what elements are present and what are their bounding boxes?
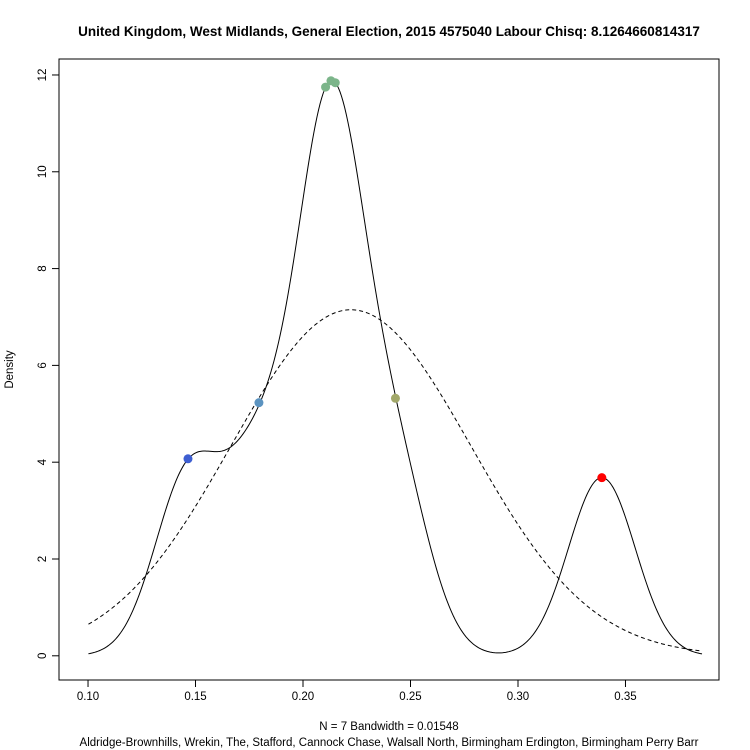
x-tick-label: 0.25	[399, 691, 421, 703]
data-point	[390, 393, 400, 403]
y-tick-label: 6	[37, 362, 49, 368]
data-point	[254, 398, 264, 408]
x-tick-label: 0.30	[507, 691, 529, 703]
data-point	[597, 473, 607, 483]
series-layer	[88, 79, 703, 655]
y-axis-label: Density	[4, 350, 16, 389]
y-tick-label: 8	[37, 265, 49, 271]
y-axis: 0 2 4 6 8 10 12	[37, 69, 60, 659]
y-tick-label: 0	[37, 653, 49, 659]
y-tick-label: 4	[37, 458, 49, 465]
y-tick-label: 12	[37, 69, 49, 82]
points-layer	[183, 76, 607, 483]
x-axis-label: N = 7 Bandwidth = 0.01548	[319, 721, 458, 733]
plot-frame	[58, 58, 720, 681]
y-tick-label: 2	[37, 556, 49, 562]
normal-curve	[88, 309, 703, 652]
x-tick-label: 0.15	[184, 691, 206, 703]
x-tick-label: 0.10	[77, 691, 99, 703]
kde-curve	[88, 79, 703, 655]
y-tick-label: 10	[37, 165, 49, 178]
data-point	[330, 78, 340, 88]
chart-subtitle: Aldridge-Brownhills, Wrekin, The, Staffo…	[80, 737, 699, 749]
x-tick-label: 0.35	[614, 691, 636, 703]
x-tick-label: 0.20	[292, 691, 314, 703]
chart-title: United Kingdom, West Midlands, General E…	[78, 24, 700, 39]
x-axis: 0.10 0.15 0.20 0.25 0.30 0.35	[77, 679, 637, 703]
data-point	[183, 454, 193, 464]
data-point	[321, 82, 331, 92]
